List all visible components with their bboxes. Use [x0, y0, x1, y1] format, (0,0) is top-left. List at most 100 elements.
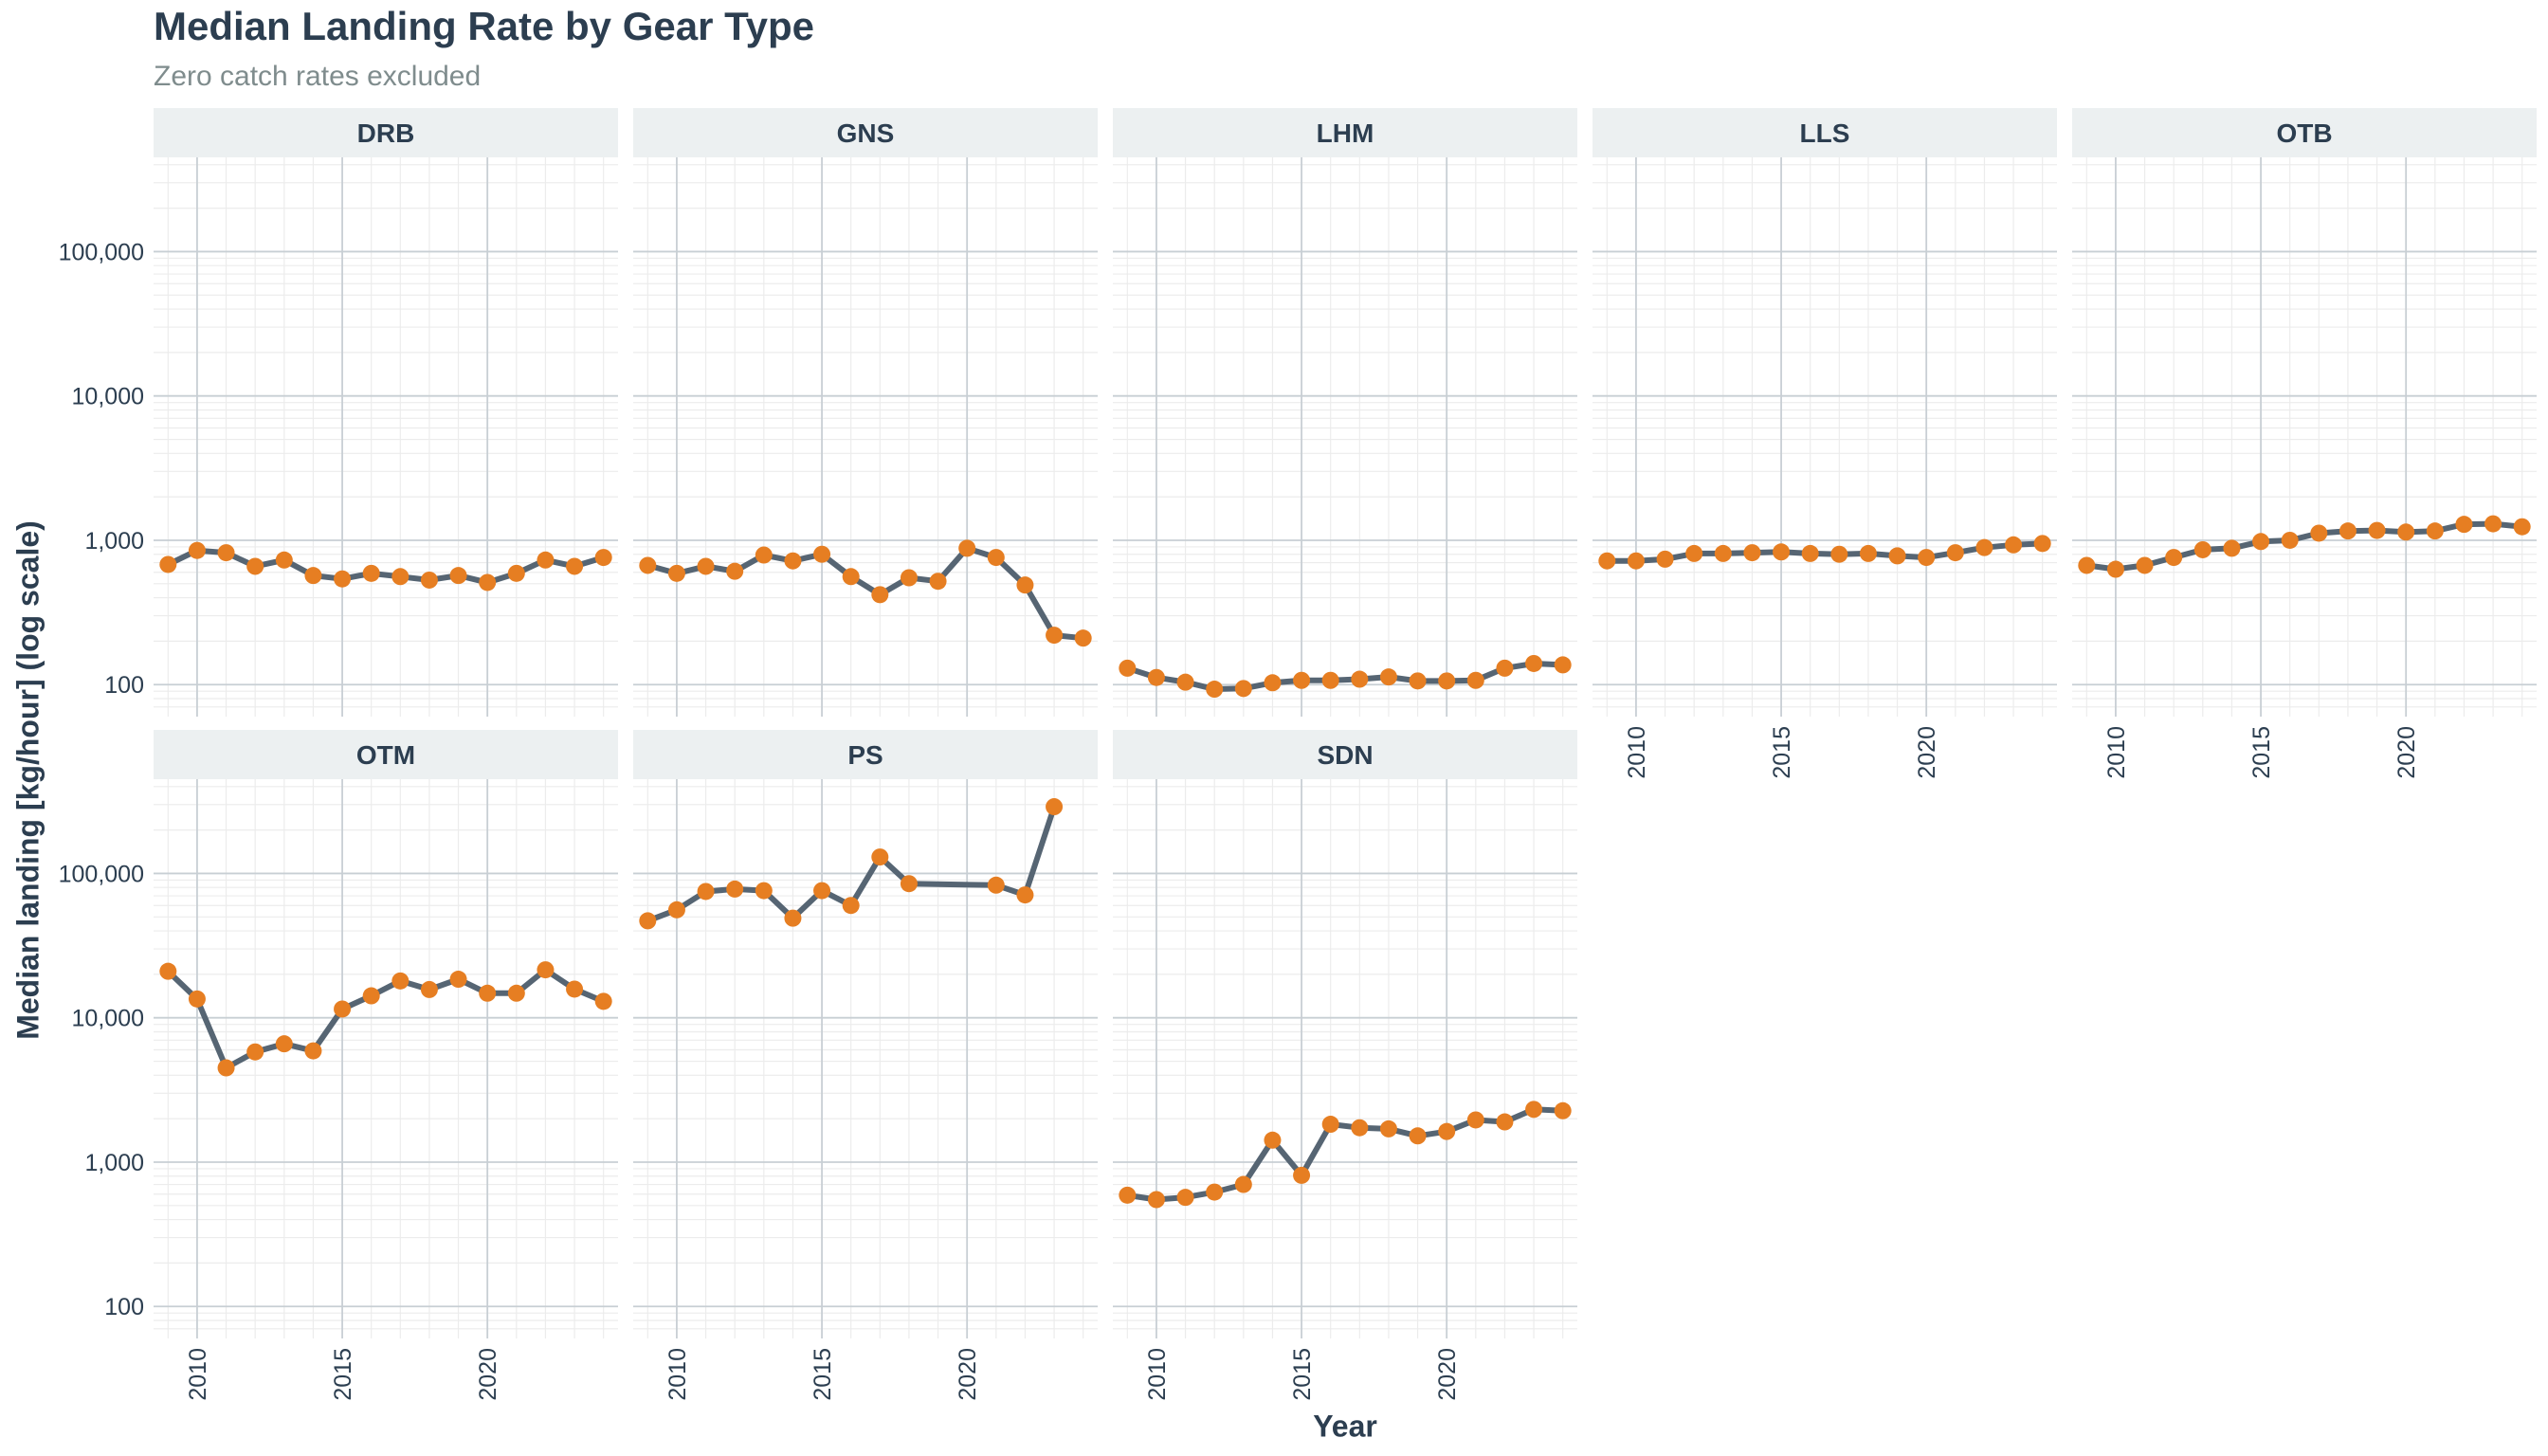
- data-point: [2005, 536, 2023, 554]
- x-tick-label: 2020: [1914, 726, 1940, 779]
- data-point: [2165, 549, 2183, 567]
- data-point: [594, 549, 612, 567]
- panel-lls: LLS 2010 2015 2020: [1592, 108, 2057, 779]
- x-axis-label: Year: [1313, 1409, 1377, 1444]
- facet-label: OTB: [2276, 118, 2332, 148]
- data-point: [391, 568, 410, 586]
- data-point: [537, 961, 555, 979]
- series-line: [1124, 661, 1566, 692]
- data-point: [304, 1042, 322, 1060]
- x-tick-label: 2015: [2248, 726, 2275, 779]
- data-point: [784, 552, 802, 570]
- data-point: [2136, 556, 2154, 574]
- data-point: [159, 555, 177, 573]
- data-point: [900, 569, 918, 587]
- data-point: [667, 901, 685, 919]
- data-point: [1656, 550, 1674, 568]
- data-point: [1525, 654, 1543, 672]
- data-point: [1466, 1111, 1484, 1129]
- y-tick-label: 1,000: [84, 528, 144, 555]
- data-point: [958, 539, 976, 557]
- y-tick-label: 10,000: [72, 384, 144, 410]
- y-tick-label: 100: [104, 1294, 144, 1320]
- data-point: [1946, 544, 1964, 562]
- data-point: [1321, 1116, 1339, 1134]
- data-point: [1554, 656, 1572, 674]
- data-point: [2281, 531, 2299, 549]
- data-point: [159, 962, 177, 980]
- data-point: [1801, 544, 1819, 562]
- facet-label: OTM: [356, 740, 415, 770]
- data-point: [1379, 668, 1397, 686]
- data-point: [2455, 516, 2473, 534]
- data-point: [2193, 540, 2211, 558]
- data-point: [871, 848, 889, 866]
- data-point: [1351, 670, 1369, 688]
- data-point: [334, 570, 352, 588]
- data-point: [449, 567, 467, 585]
- data-point: [1685, 544, 1703, 562]
- data-point: [639, 912, 657, 930]
- data-point: [929, 573, 947, 591]
- x-tick-label: 2020: [955, 1348, 981, 1401]
- panel-sdn: SDN 2010 2015 2020: [1113, 730, 1577, 1401]
- series-line: [645, 545, 1086, 642]
- data-point: [566, 980, 584, 998]
- x-tick-label: 2010: [185, 1348, 211, 1401]
- data-point: [2339, 522, 2357, 540]
- data-point: [1773, 543, 1791, 561]
- data-point: [1264, 674, 1282, 692]
- data-point: [842, 897, 860, 915]
- data-point: [1119, 1186, 1137, 1204]
- y-tick-label: 1,000: [84, 1150, 144, 1176]
- data-point: [362, 564, 380, 582]
- facet-strip: [1113, 108, 1577, 157]
- panel-otm: OTM 100 1,000 10,000 100,000 2010 2015 2020: [59, 730, 618, 1401]
- data-point: [246, 557, 264, 575]
- data-point: [1176, 673, 1194, 691]
- data-point: [1016, 886, 1034, 904]
- facet-strip: [154, 730, 618, 779]
- data-point: [1351, 1119, 1369, 1137]
- data-point: [1496, 659, 1514, 677]
- data-point: [1714, 544, 1732, 562]
- data-point: [246, 1043, 264, 1061]
- data-point: [1046, 627, 1064, 645]
- data-point: [1206, 1183, 1224, 1201]
- data-point: [1496, 1113, 1514, 1131]
- data-point: [1147, 1191, 1165, 1209]
- panel-lhm: LHM: [1113, 108, 1577, 717]
- data-point: [1409, 1127, 1427, 1145]
- data-point: [813, 545, 831, 563]
- data-point: [275, 1035, 293, 1053]
- data-point: [188, 541, 206, 559]
- data-point: [217, 1059, 235, 1077]
- data-point: [1147, 668, 1165, 686]
- data-point: [1016, 576, 1034, 594]
- data-point: [1321, 671, 1339, 689]
- data-point: [2368, 521, 2386, 539]
- facet-label: DRB: [357, 118, 415, 148]
- data-point: [900, 875, 918, 893]
- data-point: [1409, 672, 1427, 690]
- data-point: [1743, 544, 1761, 562]
- data-point: [2033, 535, 2051, 553]
- x-tick-label: 2015: [1769, 726, 1795, 779]
- data-point: [1119, 659, 1137, 677]
- data-point: [1046, 798, 1064, 816]
- series-line: [165, 547, 607, 586]
- data-point: [479, 573, 497, 592]
- data-point: [667, 564, 685, 582]
- series-line: [2084, 520, 2525, 573]
- data-point: [726, 562, 744, 580]
- facet-strip: [154, 108, 618, 157]
- data-point: [2106, 560, 2124, 578]
- x-tick-label: 2015: [810, 1348, 836, 1401]
- data-point: [2513, 518, 2531, 536]
- x-tick-label: 2010: [664, 1348, 691, 1401]
- facet-strip: [1113, 730, 1577, 779]
- x-tick-label: 2015: [330, 1348, 356, 1401]
- facet-label: GNS: [837, 118, 895, 148]
- data-point: [507, 984, 525, 1002]
